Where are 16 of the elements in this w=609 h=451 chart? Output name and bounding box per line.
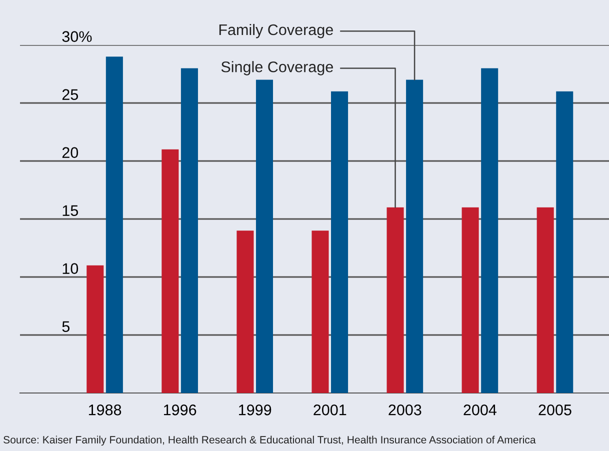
y-tick-label: 30% (62, 31, 92, 42)
y-tick-label: 10 (62, 263, 78, 274)
text: Single Coverage (221, 61, 333, 76)
x-tick-label: 2005 (538, 404, 572, 416)
y-tick-label: 20 (62, 147, 78, 158)
x-tick-label: 1988 (88, 404, 122, 416)
y-tick-label: 5 (62, 321, 70, 332)
text: Family Coverage (219, 24, 333, 38)
x-tick-label: 2001 (314, 404, 346, 416)
x-tick-label: 2004 (464, 404, 496, 416)
y-tick-label: 25 (62, 89, 78, 100)
x-tick-label: 1999 (239, 404, 272, 416)
x-tick-label: 2003 (388, 404, 422, 416)
x-tick-label: 1996 (164, 404, 196, 416)
y-tick-label: 15 (62, 205, 78, 216)
source-note: Source: Kaiser Family Foundation, Health Research & Educational Trust, Health Insurance Association of America (4, 436, 536, 446)
